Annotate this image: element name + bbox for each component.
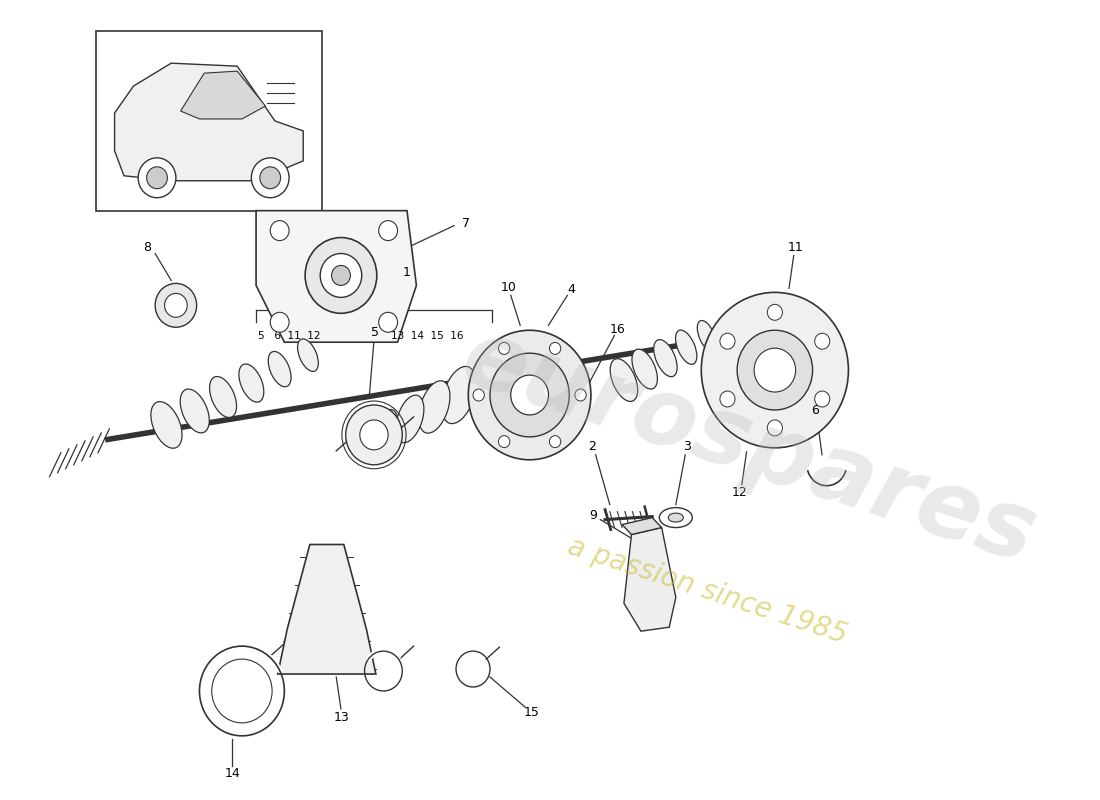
Circle shape	[575, 389, 586, 401]
Text: 5   6  11  12: 5 6 11 12	[257, 331, 320, 342]
Ellipse shape	[653, 339, 678, 377]
Ellipse shape	[610, 358, 638, 402]
Circle shape	[549, 342, 561, 354]
Ellipse shape	[268, 351, 292, 386]
Circle shape	[498, 342, 509, 354]
Text: 11: 11	[788, 241, 803, 254]
Circle shape	[490, 353, 569, 437]
Ellipse shape	[675, 330, 696, 364]
Text: 15: 15	[524, 706, 539, 719]
Polygon shape	[256, 210, 417, 342]
Ellipse shape	[298, 339, 318, 371]
Ellipse shape	[442, 366, 476, 424]
Ellipse shape	[419, 381, 450, 433]
Ellipse shape	[659, 508, 692, 527]
Circle shape	[345, 405, 403, 465]
Text: 3: 3	[683, 440, 691, 454]
Text: 9: 9	[588, 509, 596, 522]
Ellipse shape	[151, 402, 182, 448]
Circle shape	[768, 420, 782, 436]
Polygon shape	[278, 545, 376, 674]
Text: eurospares: eurospares	[450, 312, 1047, 584]
Circle shape	[320, 254, 362, 298]
Text: 14: 14	[224, 767, 241, 780]
Polygon shape	[624, 527, 675, 631]
Text: 16: 16	[609, 322, 625, 336]
Text: 13  14  15  16: 13 14 15 16	[392, 331, 464, 342]
Circle shape	[510, 375, 549, 415]
Text: 7: 7	[462, 217, 470, 230]
Circle shape	[719, 334, 735, 349]
Circle shape	[155, 283, 197, 327]
Circle shape	[271, 221, 289, 241]
Circle shape	[378, 312, 397, 332]
Circle shape	[378, 221, 397, 241]
Circle shape	[815, 391, 829, 407]
Text: 12: 12	[733, 486, 748, 499]
Ellipse shape	[180, 389, 209, 433]
Circle shape	[360, 420, 388, 450]
Circle shape	[331, 266, 351, 286]
Circle shape	[768, 304, 782, 320]
Circle shape	[498, 436, 509, 447]
Circle shape	[737, 330, 813, 410]
Text: 5: 5	[371, 326, 378, 338]
Text: a passion since 1985: a passion since 1985	[563, 533, 850, 650]
Circle shape	[473, 389, 484, 401]
Ellipse shape	[669, 513, 683, 522]
Text: 1: 1	[403, 266, 411, 279]
Circle shape	[305, 238, 377, 314]
Circle shape	[165, 294, 187, 318]
Circle shape	[211, 659, 272, 723]
Ellipse shape	[697, 321, 716, 352]
Circle shape	[702, 292, 848, 448]
Polygon shape	[180, 71, 265, 119]
Text: 2: 2	[587, 440, 596, 454]
Bar	[96, 31, 322, 210]
Circle shape	[815, 334, 829, 349]
Text: 6: 6	[812, 405, 820, 418]
Text: 13: 13	[334, 711, 350, 724]
Circle shape	[755, 348, 795, 392]
Circle shape	[252, 158, 289, 198]
Ellipse shape	[239, 364, 264, 402]
Circle shape	[139, 158, 176, 198]
Circle shape	[719, 391, 735, 407]
Text: 10: 10	[500, 281, 517, 294]
Polygon shape	[621, 518, 662, 534]
Circle shape	[271, 312, 289, 332]
Circle shape	[146, 167, 167, 189]
Circle shape	[260, 167, 280, 189]
Ellipse shape	[632, 349, 658, 389]
Ellipse shape	[373, 410, 398, 452]
Circle shape	[469, 330, 591, 460]
Circle shape	[549, 436, 561, 447]
Text: 8: 8	[144, 241, 152, 254]
Ellipse shape	[210, 377, 236, 418]
Polygon shape	[114, 63, 304, 181]
Text: 4: 4	[568, 283, 575, 296]
Ellipse shape	[396, 395, 424, 442]
